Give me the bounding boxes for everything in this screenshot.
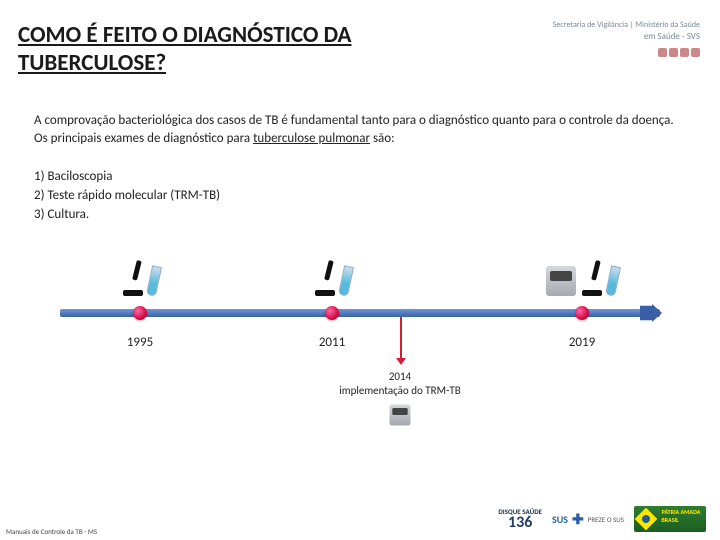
timeline-year: 2011 [319,335,345,350]
disque-number: 136 [498,515,542,531]
brasil-text: PÁTRIA AMADA BRASIL [661,508,700,524]
page-title: COMO É FEITO O DIAGNÓSTICO DA TUBERCULOS… [18,22,418,77]
annotation-text: 2014implementação do TRM-TB [339,370,460,399]
exam-list: 1) Baciloscopia 2) Teste rápido molecula… [34,168,220,225]
timeline-year: 2019 [569,335,595,350]
timeline-marker [575,306,589,320]
machine-icon [390,405,411,426]
header-logo: Secretaria de Vigilância | Ministério da… [553,20,700,57]
microscope-icon [121,260,145,296]
timeline-marker [325,306,339,320]
logo-line1: Secretaria de Vigilância [553,20,628,30]
tube-icon [338,265,354,296]
plus-icon: ✚ [572,511,584,528]
footer-source: Manuais de Controle da TB - MS [6,527,97,536]
timeline-marker [133,306,147,320]
annotation-arrow [400,317,402,359]
sus-logo: SUS ✚ PREZE O SUS [552,511,624,528]
timeline-year: 1995 [127,335,153,350]
disque-saude-logo: DISQUE SAÚDE 136 [498,508,542,531]
timeline-icons [313,260,351,296]
list-item: 2) Teste rápido molecular (TRM-TB) [34,187,220,206]
sus-text: SUS [552,513,568,526]
microscope-icon [580,260,604,296]
footer-logos: DISQUE SAÚDE 136 SUS ✚ PREZE O SUS PÁTRIA… [498,506,706,532]
dna-icon [553,48,700,57]
logo-line2: em Saúde - SVS [553,31,700,44]
machine-icon [546,266,576,296]
timeline-icons [546,260,618,296]
timeline-bar [60,309,660,317]
microscope-icon [313,260,337,296]
logo-line3: Ministério da Saúde [635,20,700,30]
tube-icon [605,265,621,296]
annotation-icon [385,400,415,430]
list-item: 3) Cultura. [34,206,220,225]
intro-text: A comprovação bacteriológica dos casos d… [34,112,689,147]
list-item: 1) Baciloscopia [34,168,220,187]
timeline-icons [121,260,159,296]
tube-icon [146,265,162,296]
sus-caption: PREZE O SUS [588,515,624,524]
brasil-gov-logo: PÁTRIA AMADA BRASIL [634,506,706,532]
